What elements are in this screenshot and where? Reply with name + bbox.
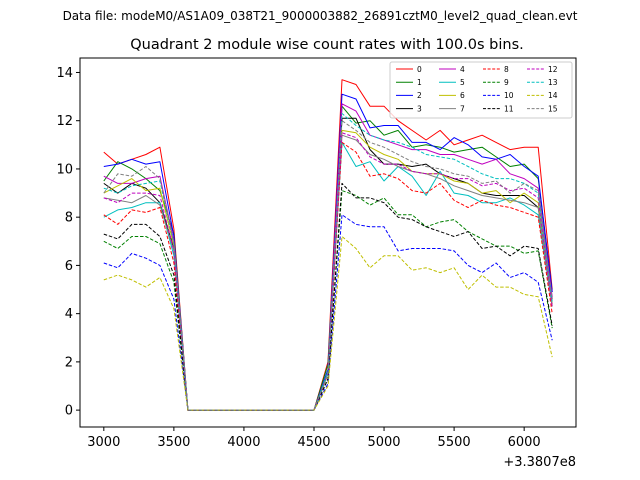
y-tick-label: 8 [65,211,73,226]
legend-label-3: 3 [417,104,422,113]
legend-label-9: 9 [504,78,509,87]
legend-label-7: 7 [460,104,465,113]
series-line-14 [103,236,553,411]
y-tick-label: 2 [65,355,73,370]
y-tick-label: 14 [56,66,73,81]
legend-label-0: 0 [417,65,422,74]
series-line-10 [103,214,553,411]
legend-label-5: 5 [460,78,465,87]
x-offset-label: +3.3807e8 [503,455,576,470]
x-tick-label: 4500 [297,435,330,450]
legend-label-13: 13 [548,78,558,87]
axes-frame [79,57,577,428]
legend-label-1: 1 [417,78,422,87]
x-tick-label: 3500 [157,435,190,450]
y-tick-label: 6 [65,259,73,274]
series-layer [103,79,553,411]
legend-frame [389,61,573,119]
legend-label-8: 8 [504,65,509,74]
legend-label-4: 4 [460,65,465,74]
legend-label-10: 10 [504,91,514,100]
series-line-13 [103,113,553,411]
x-tick-label: 4000 [227,435,260,450]
legend-label-6: 6 [460,91,465,100]
x-tick-label: 3000 [87,435,120,450]
legend-label-15: 15 [548,104,558,113]
series-line-11 [103,182,553,411]
y-tick-label: 10 [56,162,73,177]
legend-label-11: 11 [504,104,514,113]
x-tick-label: 6000 [508,435,541,450]
y-tick-label: 0 [65,404,73,419]
legend-label-14: 14 [548,91,558,100]
chart-title: Quadrant 2 module wise count rates with … [130,37,524,53]
chart-suptitle: Data file: modeM0/AS1A09_038T21_90000038… [63,9,578,23]
legend-label-12: 12 [548,65,558,74]
x-tick-label: 5500 [438,435,471,450]
x-tick-label: 5000 [367,435,400,450]
y-tick-label: 12 [56,114,73,129]
y-tick-label: 4 [65,307,73,322]
legend-label-2: 2 [417,91,422,100]
series-line-15 [103,120,553,411]
